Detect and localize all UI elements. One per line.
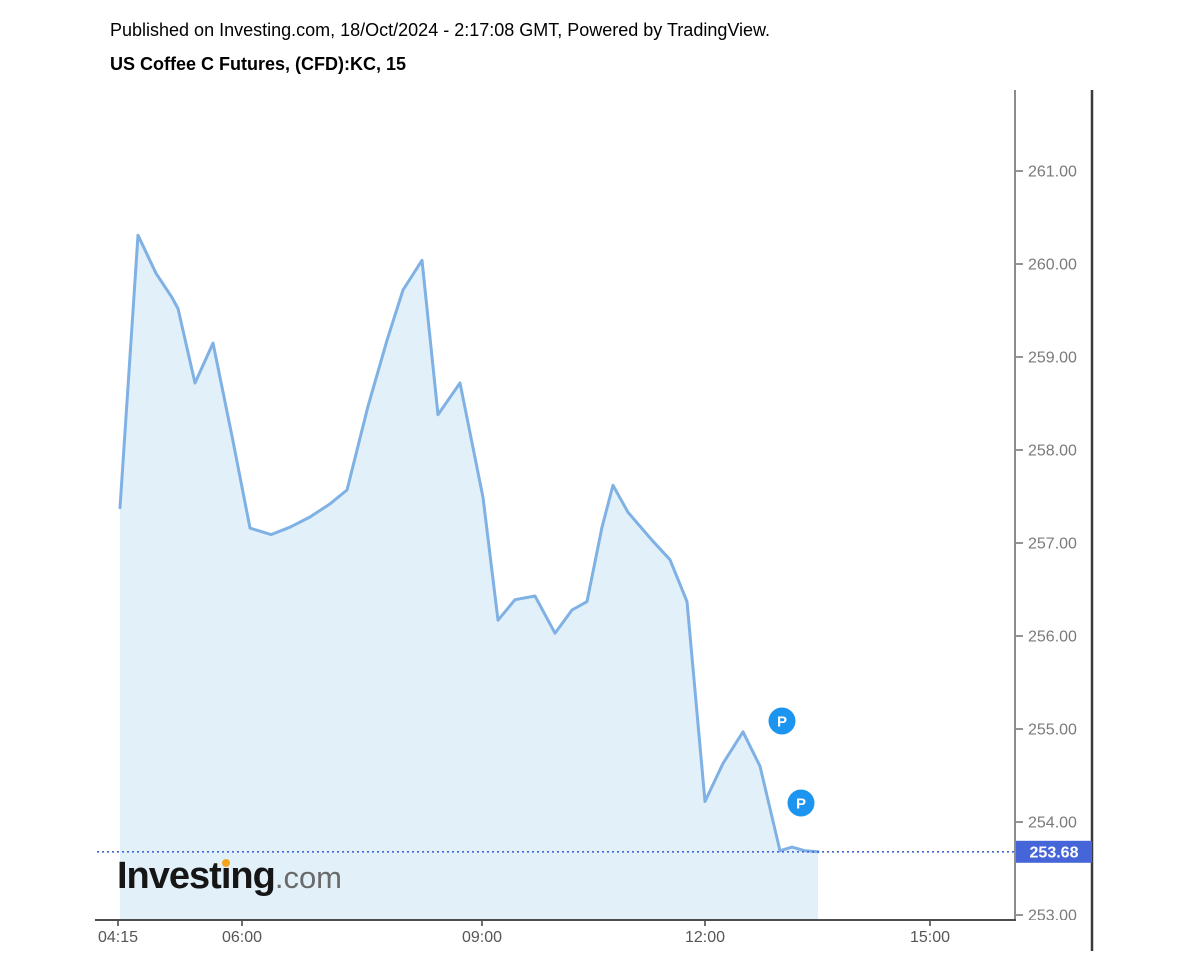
- x-tick-label: 12:00: [685, 929, 725, 946]
- last-price-tag: 253.68: [1016, 840, 1092, 863]
- investing-logo: Investıng.com: [117, 857, 342, 895]
- y-tick-label: 259.00: [1028, 350, 1077, 367]
- markers-layer: PP: [768, 707, 815, 817]
- published-marker-letter: P: [777, 714, 787, 731]
- price-line: [118, 233, 820, 854]
- last-price-label-bg: [1016, 840, 1092, 863]
- x-tick-label: 09:00: [462, 929, 502, 946]
- y-tick-label: 258.00: [1028, 443, 1077, 460]
- chart-title: US Coffee C Futures, (CFD):KC, 15: [110, 54, 407, 74]
- x-axis: 04:15 06:00 09:00 12:00 15:00: [98, 920, 950, 946]
- x-tick-label: 04:15: [98, 929, 138, 946]
- published-marker[interactable]: P: [787, 789, 815, 817]
- published-marker-circle[interactable]: [768, 707, 796, 735]
- y-tick-label: 257.00: [1028, 536, 1077, 553]
- published-attribution: Published on Investing.com, 18/Oct/2024 …: [110, 20, 771, 40]
- published-marker[interactable]: P: [768, 707, 796, 735]
- y-axis: 261.00 260.00 259.00 258.00 257.00 256.00 255.…: [1016, 164, 1077, 925]
- y-tick-label: 253.00: [1028, 908, 1077, 925]
- investing-logo-suffix: .com: [274, 860, 343, 895]
- investing-logo-orange-dot-i: ı: [220, 855, 232, 897]
- published-marker-circle[interactable]: [787, 789, 815, 817]
- y-tick-label: 261.00: [1028, 164, 1077, 181]
- area-fill: [120, 235, 818, 920]
- published-marker-letter: P: [796, 796, 806, 813]
- x-tick-label: 15:00: [910, 929, 950, 946]
- y-tick-label: 260.00: [1028, 257, 1077, 274]
- last-price-label-text: 253.68: [1030, 844, 1079, 861]
- investing-logo-brand: Investıng: [117, 855, 276, 897]
- y-tick-label: 254.00: [1028, 815, 1077, 832]
- y-tick-label: 256.00: [1028, 629, 1077, 646]
- y-tick-label: 255.00: [1028, 722, 1077, 739]
- x-tick-label: 06:00: [222, 929, 262, 946]
